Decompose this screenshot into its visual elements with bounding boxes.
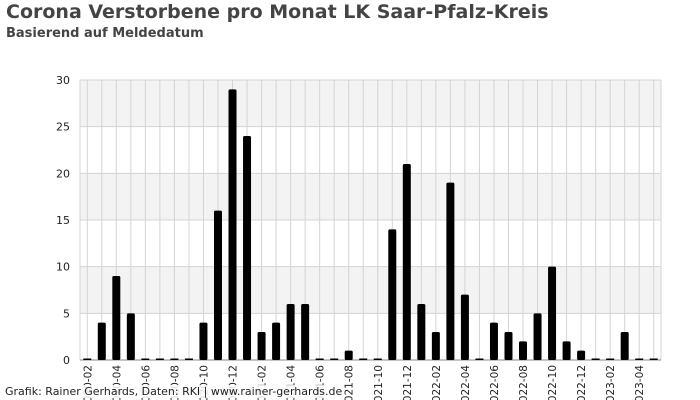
bar: [141, 358, 150, 360]
chart-title: Corona Verstorbene pro Monat LK Saar-Pfa…: [6, 1, 549, 23]
x-tick-label: 2021-12: [402, 365, 414, 400]
bars: [83, 89, 658, 360]
y-tick-label: 20: [56, 167, 70, 180]
background-band: [80, 173, 661, 220]
bar: [257, 332, 266, 360]
x-tick-label: 2022-02: [431, 365, 443, 400]
bar: [373, 358, 382, 360]
bar: [301, 304, 310, 360]
y-tick-label: 0: [63, 354, 70, 367]
bar: [184, 358, 193, 360]
bar: [359, 358, 368, 360]
bar: [591, 358, 600, 360]
background-band: [80, 313, 661, 360]
bar: [243, 136, 252, 360]
x-tick-label: 2022-12: [576, 365, 588, 400]
bar: [402, 164, 411, 360]
bar: [170, 358, 179, 360]
x-tick-label: 2022-10: [547, 365, 559, 400]
bar: [417, 304, 426, 360]
bar: [562, 341, 571, 360]
bar: [446, 182, 455, 360]
background-band: [80, 126, 661, 174]
bar: [388, 229, 397, 360]
bar: [155, 358, 164, 360]
y-tick-label: 25: [56, 121, 70, 134]
x-tick-label: 2022-08: [518, 365, 530, 400]
bar: [112, 276, 121, 360]
bar: [533, 313, 542, 360]
bar: [649, 358, 658, 360]
bar: [475, 358, 484, 360]
x-tick-label: 2023-02: [605, 365, 617, 400]
bar: [635, 358, 644, 360]
x-tick-label: 2022-06: [489, 365, 501, 400]
bar: [344, 350, 353, 360]
bar: [199, 322, 208, 360]
x-tick-label: 2021-08: [344, 365, 356, 400]
bar: [272, 322, 281, 360]
y-tick-label: 15: [56, 214, 70, 227]
bar: [228, 89, 237, 360]
bar: [330, 358, 339, 360]
y-tick-label: 30: [56, 74, 70, 87]
bar: [460, 294, 469, 360]
x-tick-label: 2022-04: [460, 365, 472, 400]
source-credit: Grafik: Rainer Gerhards, Daten: RKI | ww…: [3, 385, 345, 398]
bar: [213, 210, 222, 360]
background-band: [80, 220, 661, 267]
bar: [620, 332, 629, 360]
background-band: [80, 80, 661, 127]
bar: [504, 332, 513, 360]
bar: [519, 341, 528, 360]
y-tick-label: 10: [56, 261, 70, 274]
bar: [83, 358, 92, 360]
bar: [431, 332, 440, 360]
bar: [315, 358, 324, 360]
chart-subtitle: Basierend auf Meldedatum: [6, 26, 204, 41]
bar: [548, 266, 557, 360]
background-band: [80, 266, 661, 314]
bar: [97, 322, 106, 360]
bar: [489, 322, 498, 360]
y-tick-label: 5: [63, 307, 70, 320]
bar: [577, 350, 586, 360]
bar: [126, 313, 135, 360]
bar: [606, 358, 615, 360]
x-tick-label: 2023-04: [634, 365, 646, 400]
y-axis-ticks: 0 5 10 15 20 25 30: [56, 74, 70, 367]
background-bands: [80, 80, 661, 360]
bar: [286, 304, 295, 360]
x-tick-label: 2021-10: [373, 365, 385, 400]
